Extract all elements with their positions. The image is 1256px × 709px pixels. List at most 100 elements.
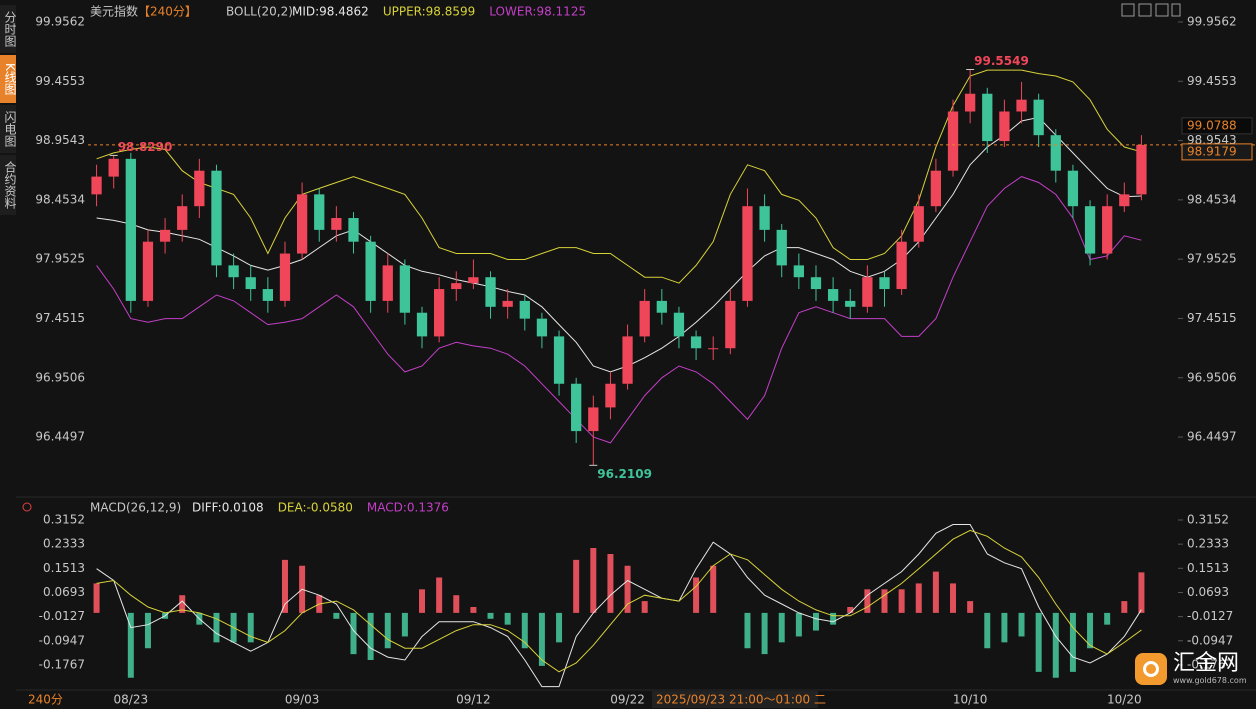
candle-body (1050, 135, 1061, 171)
macd-line (96, 524, 1142, 688)
x-tick-label: 10/20 (1107, 693, 1142, 707)
legend-entry: DEA:-0.0580 (278, 501, 353, 515)
indicator: BOLL(20,2) (226, 5, 293, 19)
y-tick-label: -0.1767 (1187, 657, 1233, 671)
macd-icon[interactable] (22, 502, 32, 512)
annotation: 98.8290 (118, 140, 173, 154)
y-tick-label: 0.3152 (43, 513, 85, 527)
tab[interactable]: 合约资料 (0, 155, 17, 215)
candle-body (553, 336, 565, 384)
annotation: 99.5549 (974, 54, 1029, 68)
candle-body (468, 277, 479, 284)
candle-body (1033, 99, 1044, 136)
period-label: 240分 (28, 693, 63, 707)
logo: 汇金网 www.gold678.com (1135, 652, 1247, 686)
candle-body (810, 277, 822, 290)
y-tick-label: 97.9525 (1187, 252, 1237, 266)
candle-body (399, 265, 411, 313)
candle-body (125, 158, 136, 301)
cursor-price-box (1181, 117, 1253, 135)
candle-body (279, 253, 291, 301)
candle-body (690, 336, 702, 349)
candle-body (862, 277, 873, 307)
candle-body (759, 206, 770, 230)
y-tick-label: 99.4553 (1187, 74, 1237, 88)
cursor-time: 2025/09/23 21:00～01:00 二 (656, 693, 826, 707)
y-tick-label: 98.4534 (35, 192, 85, 206)
y-tick-label: 98.9543 (35, 133, 85, 147)
annotation: 96.2109 (597, 467, 652, 481)
band-line (96, 116, 1142, 373)
tab[interactable]: K线图 (0, 55, 17, 103)
candle-body (999, 111, 1010, 142)
candle-body (639, 300, 650, 337)
x-tick-label: 09/03 (285, 693, 320, 707)
candle-body (348, 218, 359, 242)
candle-body (228, 265, 239, 278)
tab[interactable]: 分时图 (0, 5, 17, 53)
candle-body (382, 265, 393, 301)
candle-body (742, 206, 753, 301)
candle-body (965, 93, 976, 112)
toolbar-icons[interactable] (1121, 3, 1181, 17)
candle-body (519, 300, 530, 319)
candle-body (536, 318, 548, 337)
last-price-box (1181, 143, 1253, 161)
candle-body (896, 241, 907, 290)
logo-icon (1135, 653, 1167, 685)
x-tick-label: 09/12 (456, 693, 491, 707)
candle-body (725, 300, 736, 349)
x-tick-label: 10/10 (953, 693, 988, 707)
candle-body (416, 312, 428, 337)
last-price: 98.9179 (1187, 144, 1237, 158)
candle-body (1102, 206, 1113, 254)
candle-body (879, 277, 890, 290)
candle-body (245, 277, 256, 290)
y-tick-label: 0.1513 (43, 561, 85, 575)
tab[interactable]: 闪电图 (0, 105, 17, 153)
chart-title: 美元指数 (90, 4, 138, 19)
candle-body (1136, 144, 1147, 195)
candle-body (605, 383, 616, 408)
candle-body (451, 283, 462, 290)
candle-body (673, 312, 685, 337)
candle-body (194, 170, 205, 207)
band-line (96, 69, 1142, 284)
candle-body (793, 265, 804, 278)
y-tick-label: 97.4515 (1187, 311, 1237, 325)
candle-body (91, 176, 102, 195)
y-tick-label: 98.4534 (1187, 192, 1237, 206)
y-tick-label: 0.0693 (43, 585, 85, 599)
y-tick-label: 96.4497 (1187, 430, 1237, 444)
legend-entry: MID:98.4862 (292, 5, 369, 19)
y-tick-label: 96.4497 (35, 430, 85, 444)
candle-body (434, 289, 445, 337)
candle-body (982, 93, 993, 142)
logo-url: www.gold678.com (1173, 676, 1247, 685)
y-tick-label: 99.9562 (35, 14, 85, 28)
y-tick-label: 0.2333 (43, 537, 85, 551)
legend-entry: UPPER:98.8599 (383, 5, 475, 19)
candle-body (1084, 206, 1096, 254)
candle-body (930, 170, 942, 207)
candle-body (1016, 99, 1027, 112)
candle-body (331, 218, 342, 230)
y-tick-label: 96.9506 (1187, 370, 1237, 384)
candle-body (296, 194, 308, 254)
candle-body (108, 158, 119, 177)
candle-body (571, 383, 582, 432)
y-tick-label: -0.0127 (39, 609, 85, 623)
candle-body (708, 348, 719, 350)
y-tick-label: 0.1513 (1187, 561, 1229, 575)
period[interactable]: 【240分】 (138, 5, 197, 19)
candle-body (159, 229, 171, 242)
y-tick-label: 0.0693 (1187, 585, 1229, 599)
x-tick-label: 09/22 (610, 693, 645, 707)
y-tick-label: 97.9525 (35, 252, 85, 266)
candle-body (262, 289, 273, 301)
candle-body (588, 407, 599, 432)
candle-body (314, 194, 325, 230)
band-line (96, 176, 1142, 444)
